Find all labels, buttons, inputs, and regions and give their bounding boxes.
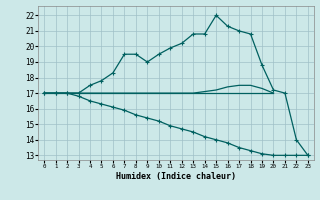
X-axis label: Humidex (Indice chaleur): Humidex (Indice chaleur) [116, 172, 236, 181]
